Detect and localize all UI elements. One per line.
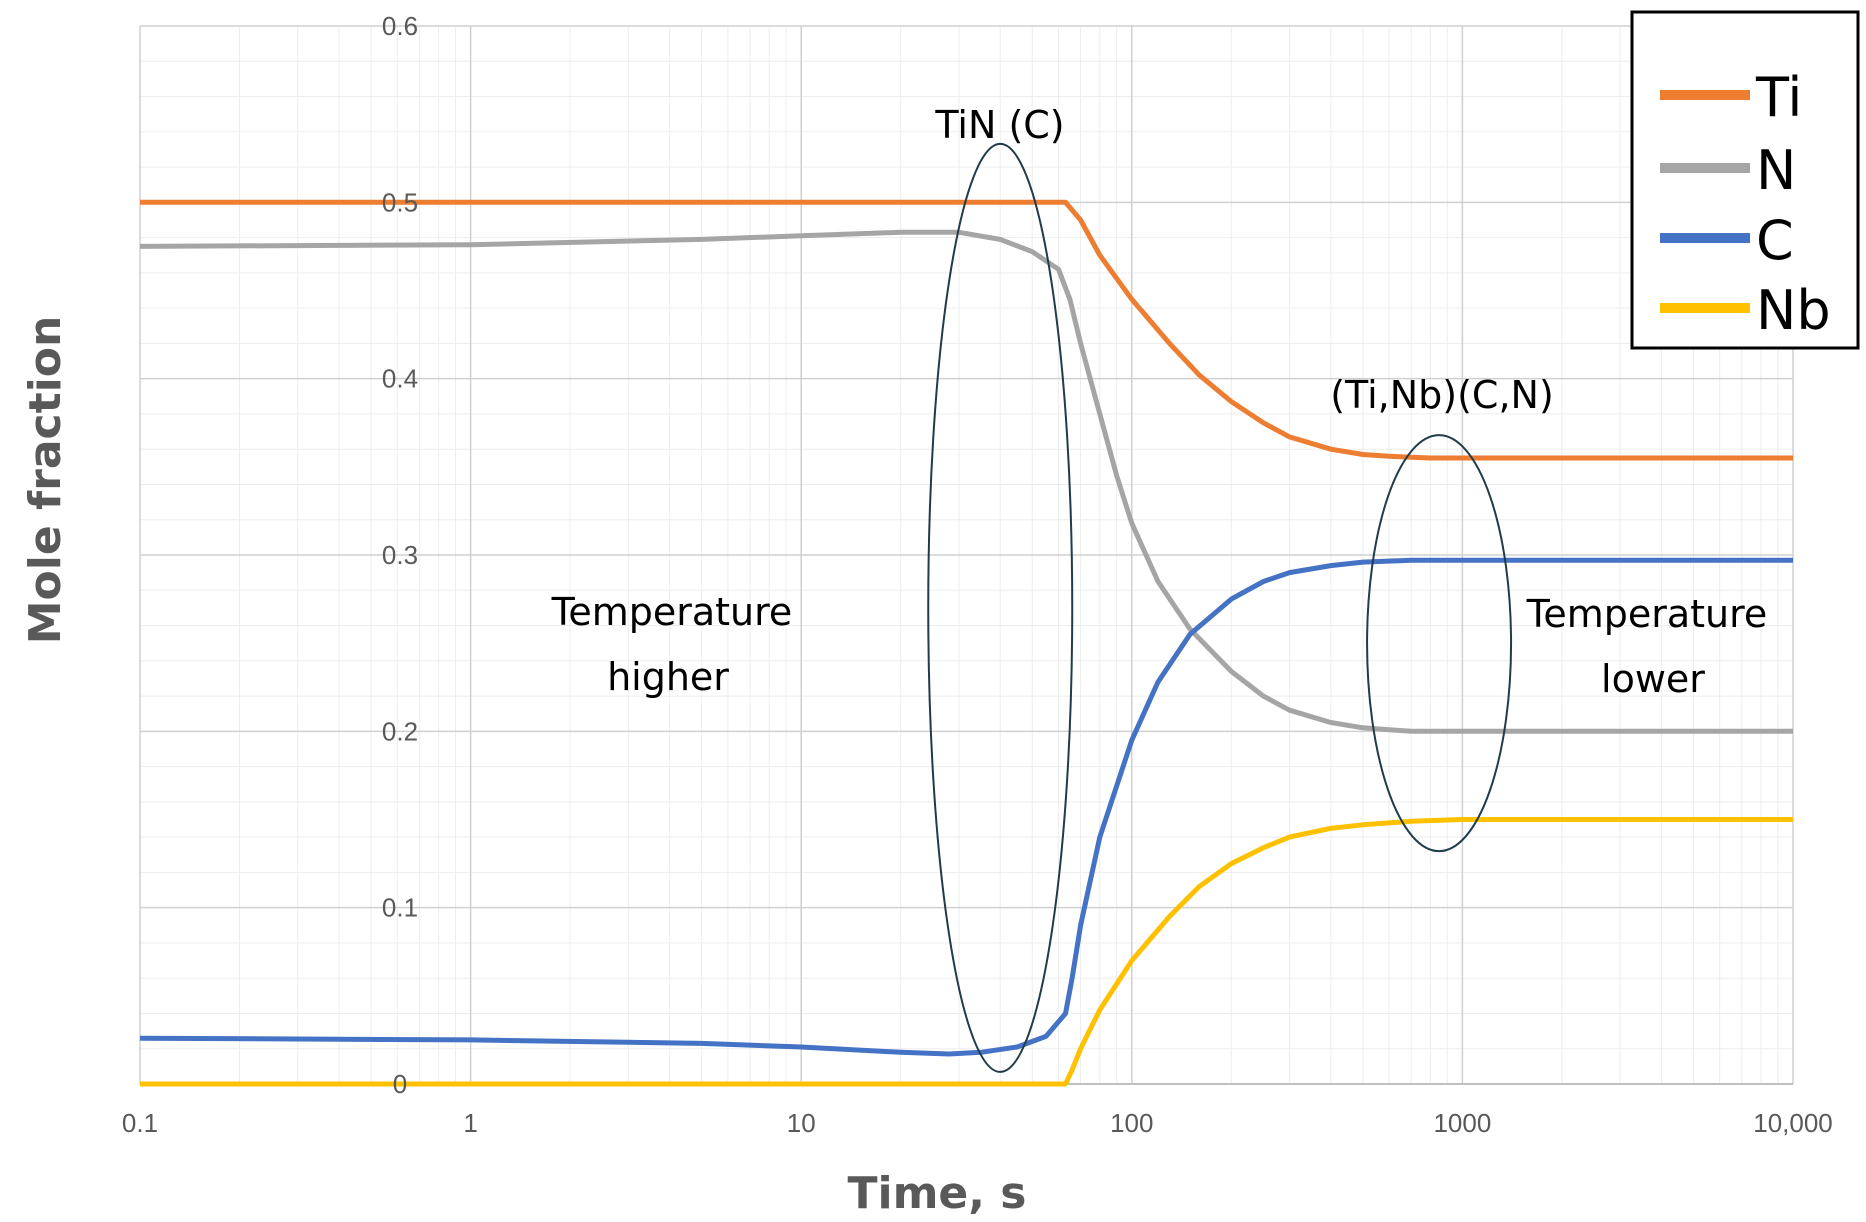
x-tick-label: 100 <box>1110 1108 1153 1138</box>
tin-label: TiN (C) <box>934 103 1064 147</box>
series-layer <box>139 199 1793 1087</box>
temperature-lower-line-2: lower <box>1601 657 1705 701</box>
temperature-higher-line-1: Temperature <box>551 590 793 634</box>
temperature-lower-line-1: Temperature <box>1526 592 1768 636</box>
legend-label-nb: Nb <box>1756 279 1831 342</box>
y-tick-label: 0.1 <box>382 893 418 923</box>
tin-ellipse <box>927 142 1074 1073</box>
series-line-nb <box>140 817 1793 1087</box>
y-tick-label: 0 <box>393 1069 407 1099</box>
y-tick-label: 0.5 <box>382 187 418 217</box>
x-tick-label: 1 <box>463 1108 477 1138</box>
legend-label-ti: Ti <box>1755 66 1802 129</box>
legend-box <box>1630 10 1860 350</box>
tinb-ellipse <box>1366 434 1513 853</box>
series-line-c <box>139 557 1793 1057</box>
x-tick-label: 10 <box>787 1108 816 1138</box>
series-line-n <box>139 229 1793 734</box>
legend: Ti N C Nb <box>1630 10 1860 350</box>
ellipse-layer <box>927 142 1513 1073</box>
y-tick-label: 0.4 <box>382 364 418 394</box>
temperature-higher-label: Temperature higher <box>551 590 805 699</box>
tinb-label: (Ti,Nb)(C,N) <box>1330 373 1554 417</box>
legend-label-c: C <box>1756 209 1794 272</box>
y-axis-title: Mole fraction <box>20 316 71 645</box>
y-tick-label: 0.6 <box>382 11 418 41</box>
y-tick-labels: 0 0.1 0.2 0.3 0.4 0.5 0.6 <box>382 11 418 1099</box>
y-tick-label: 0.2 <box>382 716 418 746</box>
x-tick-label: 0.1 <box>122 1108 158 1138</box>
temperature-lower-label: Temperature lower <box>1526 592 1780 701</box>
x-tick-label: 1000 <box>1433 1108 1491 1138</box>
temperature-higher-line-2: higher <box>607 655 729 699</box>
legend-label-n: N <box>1756 139 1796 202</box>
y-tick-label: 0.3 <box>382 540 418 570</box>
x-tick-label: 10,000 <box>1753 1108 1833 1138</box>
series-line-ti <box>140 199 1793 461</box>
x-axis-title: Time, s <box>847 1168 1026 1219</box>
x-tick-labels: 0.1 1 10 100 1000 10,000 <box>122 1108 1833 1138</box>
